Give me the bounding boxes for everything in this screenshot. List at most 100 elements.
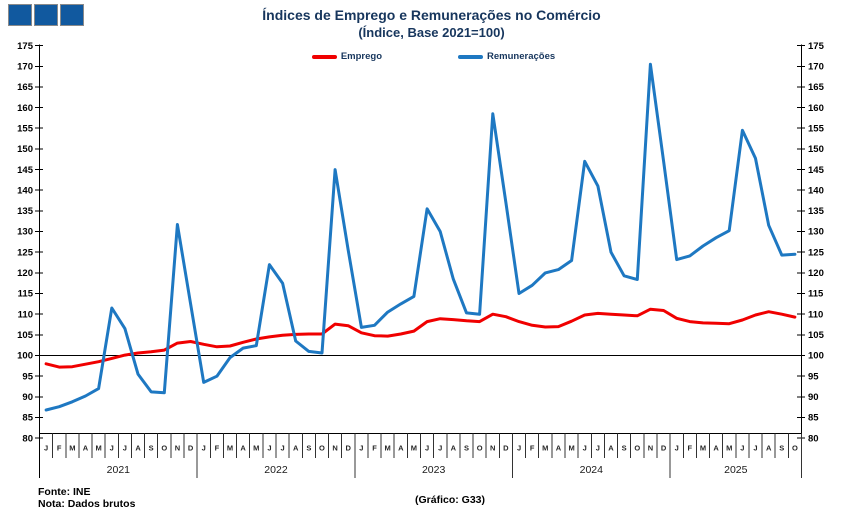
svg-text:90: 90 bbox=[808, 392, 819, 403]
svg-text:J: J bbox=[753, 444, 757, 453]
svg-text:S: S bbox=[622, 444, 627, 453]
svg-text:M: M bbox=[69, 444, 75, 453]
svg-text:S: S bbox=[306, 444, 311, 453]
svg-text:O: O bbox=[634, 444, 640, 453]
logo-square bbox=[60, 4, 84, 26]
svg-text:80: 80 bbox=[808, 433, 819, 444]
svg-text:170: 170 bbox=[17, 61, 33, 72]
svg-text:2022: 2022 bbox=[264, 464, 288, 476]
svg-text:160: 160 bbox=[808, 103, 824, 114]
svg-text:A: A bbox=[240, 444, 246, 453]
svg-text:M: M bbox=[726, 444, 732, 453]
svg-text:95: 95 bbox=[22, 371, 33, 382]
svg-text:A: A bbox=[608, 444, 614, 453]
series-line-remunerações bbox=[44, 62, 797, 412]
legend-item-remuneracoes: Remunerações bbox=[458, 51, 555, 62]
svg-text:2021: 2021 bbox=[107, 464, 131, 476]
svg-text:J: J bbox=[740, 444, 744, 453]
svg-text:F: F bbox=[215, 444, 220, 453]
svg-text:A: A bbox=[398, 444, 404, 453]
source-note: Fonte: INE bbox=[38, 486, 91, 498]
series-line-emprego bbox=[44, 307, 797, 369]
chart-title: Índices de Emprego e Remunerações no Com… bbox=[262, 7, 601, 23]
svg-text:J: J bbox=[267, 444, 271, 453]
svg-text:M: M bbox=[411, 444, 417, 453]
svg-text:150: 150 bbox=[17, 144, 33, 155]
svg-text:J: J bbox=[202, 444, 206, 453]
svg-text:140: 140 bbox=[17, 185, 33, 196]
svg-text:165: 165 bbox=[808, 82, 825, 93]
svg-text:O: O bbox=[792, 444, 798, 453]
svg-text:S: S bbox=[779, 444, 784, 453]
svg-text:130: 130 bbox=[17, 227, 33, 238]
y-tick-labels: 80 80 85 85 90 90 95 95 100 100 105 105 110 110 115 115… bbox=[17, 41, 824, 445]
svg-text:115: 115 bbox=[18, 289, 34, 300]
svg-text:175: 175 bbox=[808, 41, 825, 52]
svg-text:O: O bbox=[477, 444, 483, 453]
svg-text:J: J bbox=[438, 444, 442, 453]
svg-text:A: A bbox=[766, 444, 772, 453]
svg-text:J: J bbox=[44, 444, 48, 453]
svg-text:145: 145 bbox=[808, 165, 825, 176]
svg-text:80: 80 bbox=[22, 433, 33, 444]
data-note: Nota: Dados brutos bbox=[38, 498, 136, 510]
svg-text:2024: 2024 bbox=[580, 464, 604, 476]
svg-text:D: D bbox=[661, 444, 667, 453]
svg-text:J: J bbox=[596, 444, 600, 453]
svg-text:110: 110 bbox=[808, 309, 823, 320]
legend-swatch-remuneracoes bbox=[458, 54, 484, 59]
svg-text:F: F bbox=[372, 444, 377, 453]
svg-text:A: A bbox=[83, 444, 89, 453]
svg-text:J: J bbox=[517, 444, 521, 453]
svg-text:S: S bbox=[149, 444, 154, 453]
svg-text:O: O bbox=[319, 444, 325, 453]
svg-text:J: J bbox=[123, 444, 127, 453]
svg-text:165: 165 bbox=[17, 82, 34, 93]
svg-text:N: N bbox=[332, 444, 337, 453]
svg-text:2025: 2025 bbox=[724, 464, 748, 476]
svg-text:155: 155 bbox=[17, 123, 34, 134]
logo-square bbox=[8, 4, 32, 26]
legend-swatch-emprego bbox=[311, 54, 337, 59]
svg-text:100: 100 bbox=[808, 351, 824, 362]
svg-text:120: 120 bbox=[808, 268, 824, 279]
svg-text:145: 145 bbox=[17, 165, 34, 176]
svg-text:S: S bbox=[464, 444, 469, 453]
chart-subtitle: (Índice, Base 2021=100) bbox=[358, 25, 505, 40]
svg-text:M: M bbox=[95, 444, 101, 453]
svg-text:170: 170 bbox=[808, 61, 824, 72]
svg-text:A: A bbox=[451, 444, 457, 453]
svg-text:N: N bbox=[490, 444, 495, 453]
svg-text:105: 105 bbox=[808, 330, 825, 341]
svg-text:M: M bbox=[385, 444, 391, 453]
svg-text:F: F bbox=[57, 444, 62, 453]
svg-text:A: A bbox=[135, 444, 141, 453]
y-ticks bbox=[35, 45, 805, 439]
svg-text:95: 95 bbox=[808, 371, 819, 382]
svg-text:J: J bbox=[110, 444, 114, 453]
svg-text:90: 90 bbox=[22, 392, 33, 403]
svg-text:J: J bbox=[675, 444, 679, 453]
svg-text:2023: 2023 bbox=[422, 464, 446, 476]
svg-text:D: D bbox=[188, 444, 194, 453]
svg-text:175: 175 bbox=[17, 41, 34, 52]
svg-text:A: A bbox=[713, 444, 719, 453]
svg-text:150: 150 bbox=[808, 144, 824, 155]
svg-text:135: 135 bbox=[17, 206, 34, 217]
svg-text:J: J bbox=[280, 444, 284, 453]
svg-text:D: D bbox=[346, 444, 352, 453]
svg-text:120: 120 bbox=[17, 268, 33, 279]
svg-text:135: 135 bbox=[808, 206, 825, 217]
svg-text:125: 125 bbox=[808, 247, 825, 258]
svg-text:N: N bbox=[175, 444, 180, 453]
svg-text:J: J bbox=[583, 444, 587, 453]
svg-text:115: 115 bbox=[808, 289, 824, 300]
svg-text:O: O bbox=[161, 444, 167, 453]
svg-text:J: J bbox=[359, 444, 363, 453]
legend-label-emprego: Emprego bbox=[340, 51, 383, 62]
svg-text:F: F bbox=[530, 444, 535, 453]
svg-text:M: M bbox=[253, 444, 259, 453]
svg-text:140: 140 bbox=[808, 185, 824, 196]
